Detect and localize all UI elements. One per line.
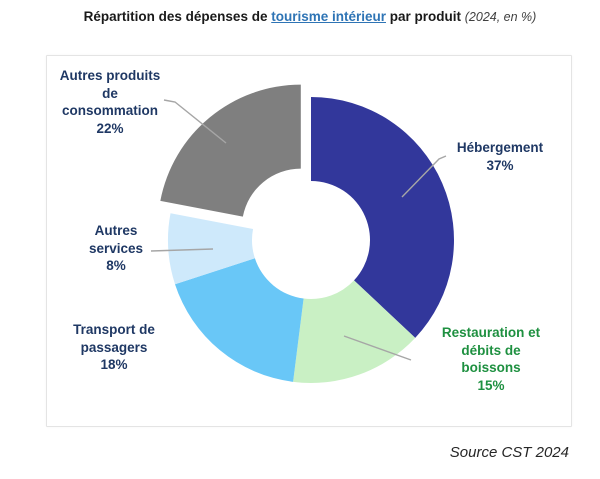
label-hebergement: Hébergement 37%	[456, 140, 544, 173]
donut-slices	[160, 84, 454, 383]
leader-line-autres-produits	[163, 99, 227, 144]
label-autres-produits: Autres produits de consommation 22%	[59, 68, 161, 136]
slice-restauration-et-debits-de-boissons	[293, 280, 416, 383]
label-restauration: Restauration et débits de boissons 15%	[441, 325, 541, 393]
slice-hebergement	[311, 97, 454, 338]
donut-chart	[150, 84, 454, 383]
leader-line-autres-services	[150, 248, 214, 252]
title-year-note: (2024, en %)	[464, 10, 537, 24]
label-transport-passagers: Transport de passagers 18%	[73, 322, 155, 372]
chart-panel: Autres produits de consommation 22% Hébe…	[46, 55, 572, 427]
leader-line-hebergement	[401, 155, 447, 198]
title-middle: par produit	[386, 9, 465, 24]
leader-line-restauration	[343, 335, 412, 361]
title-link-tourisme-interieur[interactable]: tourisme intérieur	[271, 9, 386, 24]
slice-transport-de-passagers	[175, 258, 304, 382]
chart-title: Répartition des dépenses de tourisme int…	[30, 9, 590, 24]
slice-autres-produits-de-consommation	[160, 84, 301, 217]
label-autres-services: Autres services 8%	[88, 223, 144, 273]
source-note: Source CST 2024	[449, 444, 569, 461]
title-prefix: Répartition des dépenses de	[83, 9, 272, 24]
leader-lines	[150, 99, 447, 361]
